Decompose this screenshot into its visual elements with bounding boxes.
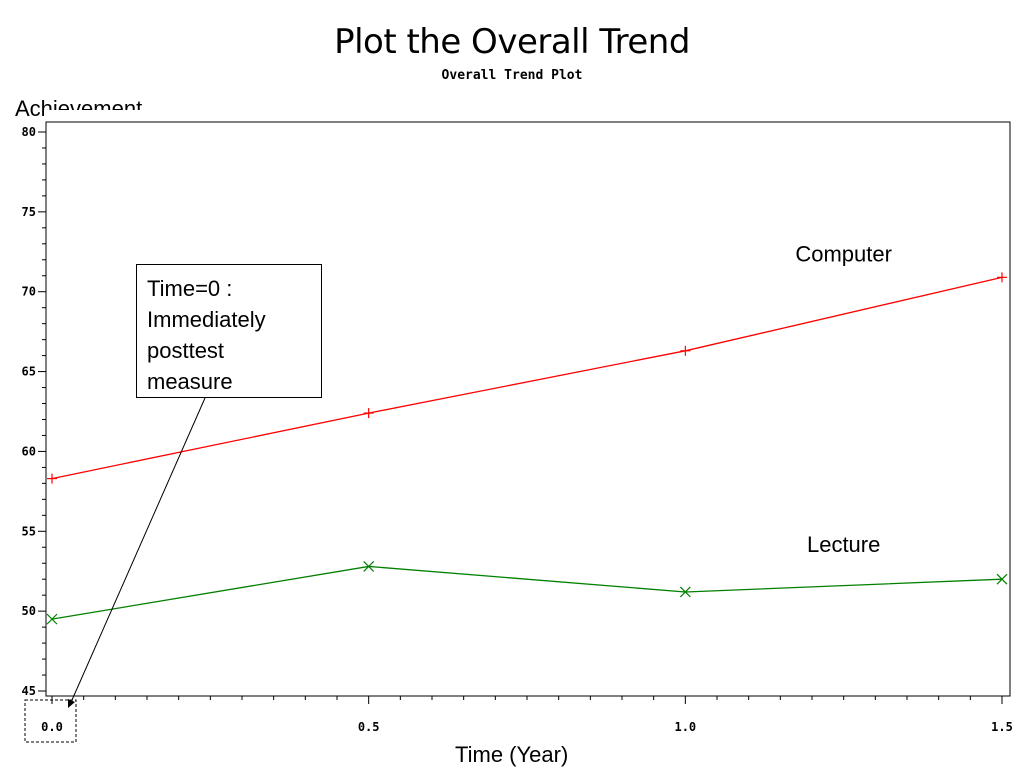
time-zero-callout: Time=0 : Immediately posttest measure xyxy=(136,264,322,398)
x-tick-label: 0.5 xyxy=(358,720,380,734)
y-tick-label: 50 xyxy=(22,604,36,618)
data-point-lecture xyxy=(363,560,375,572)
callout-line: measure xyxy=(147,369,233,394)
data-point-computer xyxy=(47,473,57,484)
data-point-lecture xyxy=(679,586,691,598)
x-origin-highlight xyxy=(24,699,77,743)
series-line-computer xyxy=(51,276,1003,480)
callout-line: Time=0 : xyxy=(147,276,233,301)
data-point-lecture xyxy=(996,573,1008,585)
x-axis-label: Time (Year) xyxy=(455,742,569,767)
data-point-computer xyxy=(363,408,374,419)
y-tick-label: 80 xyxy=(22,125,36,139)
frame-mask xyxy=(44,110,244,121)
series-label-computer: Computer xyxy=(795,241,892,266)
callout-line: Immediately xyxy=(147,307,266,332)
plot-title: Overall Trend Plot xyxy=(441,68,583,83)
data-point-computer xyxy=(680,345,691,356)
y-tick-label: 70 xyxy=(22,285,36,299)
plot-frame xyxy=(45,121,1011,697)
x-tick-label: 0.0 xyxy=(41,720,63,734)
x-axis: 0.0 0.5 1.0 1.5 xyxy=(41,696,1013,734)
callout-arrowhead xyxy=(68,699,75,708)
slide-title: Plot the Overall Trend xyxy=(334,22,690,62)
callout-line: posttest xyxy=(147,338,225,363)
y-tick-label: 65 xyxy=(22,365,36,379)
y-axis: 45 50 55 60 65 70 75 80 xyxy=(22,125,46,698)
y-tick-label: 60 xyxy=(22,444,36,458)
x-tick-label: 1.0 xyxy=(674,720,696,734)
series-layer: Computer Lecture xyxy=(46,241,1008,625)
data-point-computer xyxy=(997,272,1007,283)
x-tick-label: 1.5 xyxy=(991,720,1013,734)
data-point-lecture xyxy=(46,613,58,625)
y-tick-label: 55 xyxy=(22,524,36,538)
series-label-lecture: Lecture xyxy=(807,532,880,557)
callout-arrow xyxy=(71,397,206,701)
y-tick-label: 45 xyxy=(22,684,36,698)
y-tick-label: 75 xyxy=(22,205,36,219)
series-line-lecture xyxy=(51,565,1003,620)
